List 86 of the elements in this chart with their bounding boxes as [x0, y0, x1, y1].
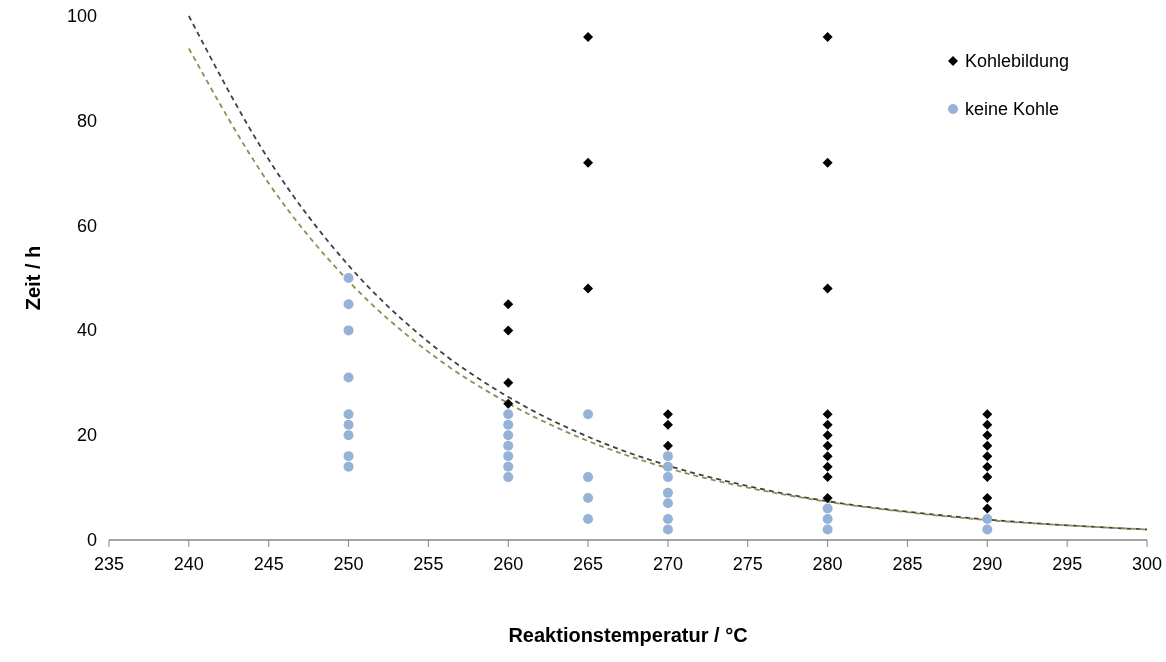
point: [982, 461, 993, 472]
point: [503, 398, 514, 409]
point: [343, 461, 354, 472]
point: [343, 273, 354, 283]
point: [982, 524, 993, 535]
point: [662, 498, 673, 509]
x-tick-label: 270: [652, 554, 683, 574]
point: [583, 157, 594, 168]
point: [662, 419, 673, 430]
point: [583, 493, 594, 504]
x-tick-label: 290: [972, 554, 1003, 574]
point: [343, 372, 354, 383]
point: [822, 493, 833, 504]
y-tick-label: 40: [76, 320, 97, 341]
point: [662, 451, 673, 462]
point: [503, 430, 514, 441]
point: [982, 451, 993, 462]
legend-label: Kohlebildung: [965, 51, 1070, 71]
point: [982, 472, 993, 483]
x-tick-label: 235: [93, 554, 125, 574]
point: [343, 451, 354, 462]
x-tick-label: 280: [812, 554, 843, 574]
point: [982, 440, 993, 451]
point: [982, 419, 993, 430]
point: [583, 283, 594, 294]
point: [822, 451, 833, 462]
y-tick-label: 80: [76, 110, 97, 131]
point: [343, 299, 354, 310]
point: [662, 472, 673, 483]
point: [822, 472, 833, 483]
point: [503, 419, 514, 430]
point: [822, 157, 833, 168]
point: [822, 461, 833, 472]
point: [662, 524, 673, 535]
point: [662, 487, 673, 498]
point: [503, 461, 514, 472]
point: [583, 514, 594, 525]
point: [982, 503, 993, 514]
point: [822, 283, 833, 294]
x-tick-label: 255: [413, 554, 444, 574]
point: [822, 503, 833, 514]
x-tick-label: 300: [1131, 554, 1163, 574]
point: [822, 514, 833, 525]
point: [822, 419, 833, 430]
point: [822, 430, 833, 441]
point: [583, 31, 594, 42]
x-tick-label: 295: [1052, 554, 1083, 574]
point: [503, 325, 514, 336]
point: [662, 409, 673, 420]
point: [822, 440, 833, 451]
point: [343, 430, 354, 441]
y-tick-label: 0: [86, 530, 97, 550]
point: [982, 493, 993, 504]
y-tick-label: 20: [76, 425, 97, 446]
point: [822, 409, 833, 420]
x-tick-label: 240: [173, 554, 204, 574]
point: [982, 409, 993, 420]
point: [822, 524, 833, 535]
point: [503, 451, 514, 462]
point: [503, 472, 514, 483]
point: [503, 440, 514, 451]
point: [583, 409, 594, 420]
point: [343, 419, 354, 430]
x-tick-label: 245: [253, 554, 284, 574]
point: [503, 377, 514, 388]
point: [662, 461, 673, 472]
x-tick-label: 285: [892, 554, 923, 574]
point: [662, 440, 673, 451]
x-tick-label: 265: [573, 554, 604, 574]
point: [503, 409, 514, 420]
point: [343, 409, 354, 420]
point: [982, 430, 993, 441]
legend-label: keine Kohle: [965, 99, 1060, 119]
x-tick-label: 260: [493, 554, 524, 574]
point: [343, 325, 354, 336]
point: [662, 514, 673, 525]
point: [982, 514, 993, 525]
x-tick-label: 275: [732, 554, 763, 574]
point: [583, 472, 594, 483]
x-axis-title: Reaktionstemperatur / °C: [508, 624, 748, 646]
point: [822, 31, 833, 42]
x-tick-label: 250: [333, 554, 364, 574]
y-tick-label: 60: [76, 215, 97, 236]
y-tick-label: 100: [66, 6, 97, 26]
point: [503, 299, 514, 310]
y-axis-title: Zeit / h: [22, 245, 44, 311]
